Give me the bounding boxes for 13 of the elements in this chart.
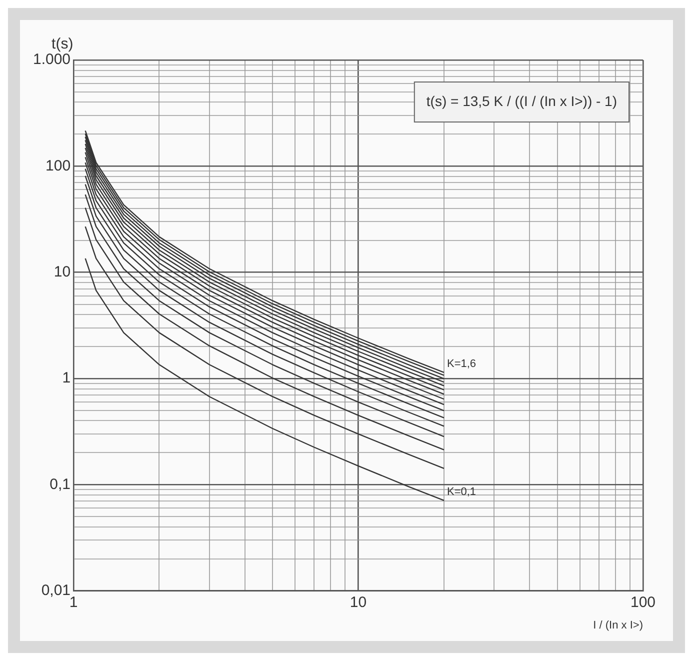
y-tick-label: 0,01 bbox=[41, 582, 71, 599]
y-tick-label: 100 bbox=[46, 157, 71, 174]
annotation: K=0,1 bbox=[446, 486, 476, 498]
annotation: K=1,6 bbox=[446, 358, 476, 370]
y-tick-label: 0,1 bbox=[50, 476, 71, 493]
y-axis-title: t(s) bbox=[52, 36, 74, 53]
y-tick-label: 1 bbox=[62, 370, 71, 387]
x-tick-label: 100 bbox=[630, 594, 656, 611]
annotation: t(s) = 13,5 K / ((I / (In x I>)) - 1) bbox=[426, 92, 617, 109]
y-tick-label: 10 bbox=[54, 263, 71, 280]
y-tick-label: 1.000 bbox=[32, 51, 71, 68]
x-tick-label: 10 bbox=[350, 594, 367, 611]
x-axis-title: I / (In x I>) bbox=[593, 619, 643, 632]
